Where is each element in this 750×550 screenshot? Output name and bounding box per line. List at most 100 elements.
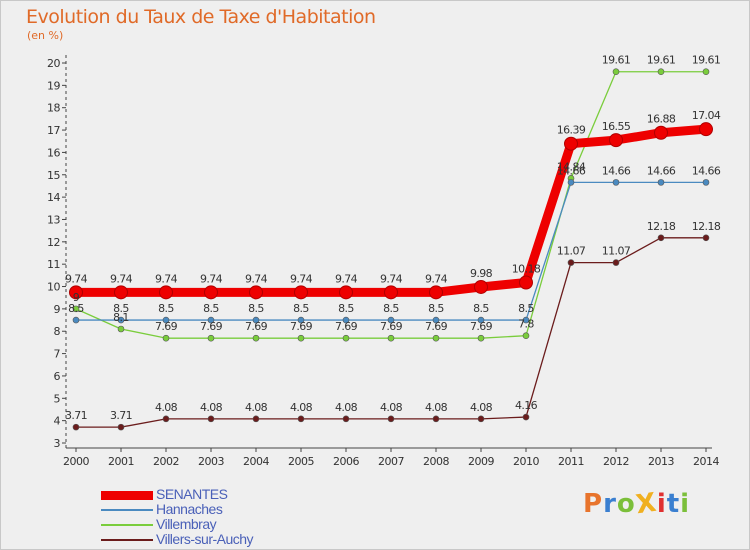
data-point-senantes <box>564 136 578 151</box>
data-point-senantes <box>699 122 713 137</box>
data-label-senantes: 9.74 <box>110 272 133 285</box>
chart-series <box>69 68 713 431</box>
data-point-villembray <box>657 68 665 76</box>
data-label-villers-sur-auchy: 3.71 <box>65 409 87 422</box>
chart-data-labels: 3.71 3.71 4.08 4.08 4.08 4.08 4.08 4.08 4.08 4.08… <box>65 54 721 422</box>
legend-swatch <box>101 490 153 500</box>
data-point-villers-sur-auchy <box>117 423 125 431</box>
data-label-villers-sur-auchy: 4.08 <box>200 401 223 414</box>
data-point-senantes <box>204 285 218 300</box>
data-label-villembray: 7.69 <box>155 320 178 333</box>
data-label-senantes: 9.74 <box>65 272 88 285</box>
data-label-villers-sur-auchy: 4.08 <box>245 401 268 414</box>
data-point-hannaches <box>117 316 125 324</box>
data-label-villers-sur-auchy: 4.08 <box>155 401 178 414</box>
data-point-hannaches <box>207 316 215 324</box>
data-point-villers-sur-auchy <box>702 234 710 242</box>
data-label-villembray: 7.69 <box>425 320 448 333</box>
data-point-villers-sur-auchy <box>72 423 80 431</box>
data-label-senantes: 9.74 <box>290 272 313 285</box>
data-point-villers-sur-auchy <box>522 413 530 421</box>
y-tick-label: 6 <box>54 370 61 383</box>
data-point-hannaches <box>477 316 485 324</box>
data-label-villers-sur-auchy: 4.08 <box>290 401 313 414</box>
data-label-villers-sur-auchy: 4.08 <box>335 401 358 414</box>
data-point-villers-sur-auchy <box>207 415 215 423</box>
x-tick-label: 2011 <box>558 455 584 468</box>
data-point-villers-sur-auchy <box>252 415 260 423</box>
data-label-hannaches: 8.5 <box>518 302 534 315</box>
data-point-villembray <box>297 334 305 342</box>
data-label-hannaches: 8.5 <box>338 302 354 315</box>
data-label-hannaches: 14.66 <box>692 164 721 177</box>
data-point-villers-sur-auchy <box>297 415 305 423</box>
data-point-villembray <box>207 334 215 342</box>
y-tick-label: 7 <box>54 348 61 361</box>
data-point-hannaches <box>657 179 665 186</box>
data-label-villers-sur-auchy: 11.07 <box>602 245 631 258</box>
x-tick-label: 2003 <box>198 455 224 468</box>
data-point-senantes <box>294 285 308 300</box>
x-tick-label: 2000 <box>63 455 89 468</box>
data-point-hannaches <box>432 316 440 324</box>
data-point-senantes <box>114 285 128 300</box>
data-point-senantes <box>384 285 398 300</box>
data-point-villers-sur-auchy <box>657 234 665 242</box>
data-point-villers-sur-auchy <box>612 259 620 266</box>
data-label-villers-sur-auchy: 4.08 <box>425 401 448 414</box>
data-point-senantes <box>339 285 353 300</box>
y-tick-label: 10 <box>47 281 60 294</box>
data-point-hannaches <box>252 316 260 324</box>
data-label-villers-sur-auchy: 4.16 <box>515 399 538 412</box>
data-point-villembray <box>702 68 710 76</box>
x-tick-label: 2005 <box>288 455 314 468</box>
legend-label: Villers-sur-Auchy <box>156 531 254 547</box>
data-point-villers-sur-auchy <box>342 415 350 423</box>
data-label-villembray: 9 <box>73 291 80 304</box>
data-label-senantes: 16.39 <box>557 124 586 137</box>
data-label-villers-sur-auchy: 11.07 <box>557 245 586 258</box>
data-label-villembray: 7.69 <box>380 320 403 333</box>
data-label-senantes: 16.88 <box>647 113 676 126</box>
data-label-hannaches: 14.66 <box>557 164 586 177</box>
data-point-villembray <box>252 334 260 342</box>
legend-label: Villembray <box>156 516 217 532</box>
x-tick-label: 2006 <box>333 455 359 468</box>
x-tick-label: 2012 <box>603 455 629 468</box>
legend-swatch <box>101 538 153 541</box>
data-point-hannaches <box>567 179 575 186</box>
data-point-villembray <box>342 334 350 342</box>
data-label-villembray: 14.84 <box>557 160 586 173</box>
logo-letter: i <box>656 489 667 519</box>
x-tick-label: 2010 <box>513 455 539 468</box>
chart-axes: 3 4 5 6 7 8 9 10 11 12 13 14 15 16 17 18 19 20 2000 2001 200… <box>47 55 720 468</box>
data-point-villers-sur-auchy <box>567 259 575 266</box>
logo-letter: t <box>666 489 681 519</box>
y-tick-label: 17 <box>47 124 60 137</box>
x-tick-label: 2008 <box>423 455 449 468</box>
data-label-villembray: 7.8 <box>518 318 534 331</box>
y-tick-label: 20 <box>47 57 60 70</box>
data-label-hannaches: 8.5 <box>68 302 84 315</box>
proxiti-logo: ProXiti <box>583 487 690 521</box>
data-label-hannaches: 8.5 <box>203 302 219 315</box>
data-point-villembray <box>72 305 80 313</box>
data-label-hannaches: 8.5 <box>248 302 264 315</box>
data-point-villers-sur-auchy <box>162 415 170 423</box>
data-point-senantes <box>654 125 668 140</box>
data-label-senantes: 10.18 <box>512 263 541 276</box>
logo-letter: X <box>633 487 659 521</box>
y-tick-label: 14 <box>47 191 60 204</box>
data-label-villembray: 7.69 <box>290 320 313 333</box>
logo-letter: P <box>583 489 604 519</box>
data-point-hannaches <box>297 316 305 324</box>
data-label-villers-sur-auchy: 4.08 <box>470 401 493 414</box>
data-label-villembray: 19.61 <box>602 54 631 67</box>
data-point-villembray <box>477 334 485 342</box>
data-label-senantes: 9.74 <box>335 272 358 285</box>
data-point-hannaches <box>612 179 620 186</box>
data-point-villers-sur-auchy <box>432 415 440 423</box>
data-label-villembray: 7.69 <box>245 320 268 333</box>
y-tick-label: 12 <box>47 236 60 249</box>
data-label-hannaches: 8.5 <box>158 302 174 315</box>
